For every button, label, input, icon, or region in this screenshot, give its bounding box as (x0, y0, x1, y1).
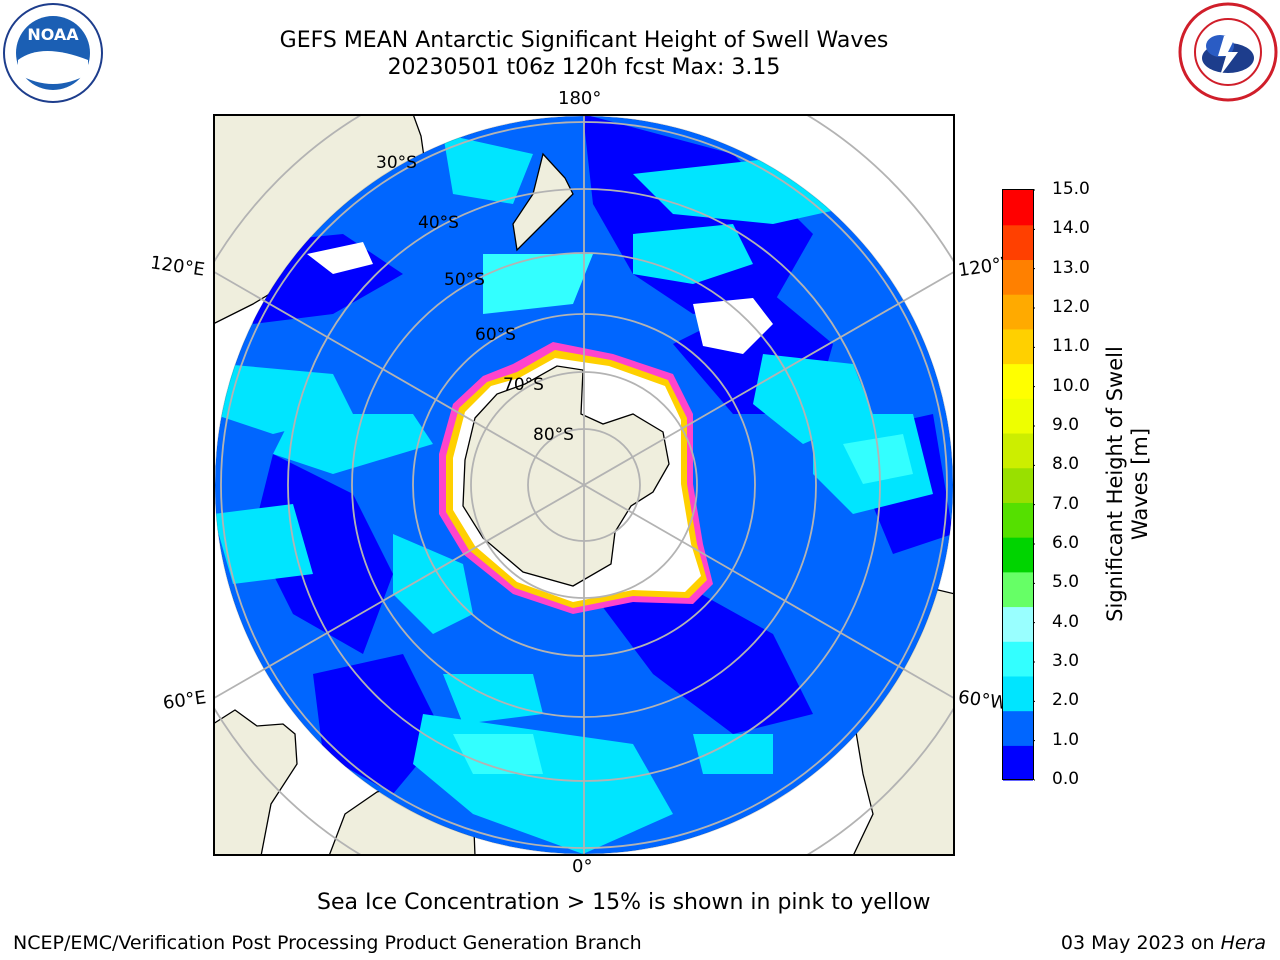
noaa-logo-icon: NOAA (3, 3, 103, 103)
colorbar-band (1003, 224, 1033, 261)
colorbar-band (1003, 571, 1033, 608)
colorbar-band (1003, 606, 1033, 642)
lat-label-30s: 30°S (376, 153, 417, 173)
cb-tick: 0.0 (1052, 769, 1080, 789)
colorbar-label: Significant Height of Swell Waves [m] (1103, 346, 1152, 622)
colorbar-band (1003, 259, 1033, 295)
lat-label-80s: 80°S (533, 425, 574, 445)
colorbar-band (1003, 363, 1033, 399)
cb-tick: 4.0 (1052, 611, 1080, 632)
colorbar-ticks: 15.0 14.0 13.0 12.0 11.0 10.0 9.0 8.0 7.… (1036, 180, 1106, 790)
cb-tick: 12.0 (1052, 297, 1090, 317)
graticule (214, 115, 954, 855)
colorbar-band (1003, 675, 1033, 712)
colorbar-band (1003, 745, 1033, 781)
cb-tick: 6.0 (1052, 533, 1080, 553)
cb-tick: 9.0 (1052, 415, 1080, 435)
lon-label-60e: 60°E (161, 687, 208, 714)
colorbar-band (1003, 398, 1033, 434)
cb-tick: 8.0 (1052, 454, 1080, 475)
footer-right: 03 May 2023 on Hera (1061, 932, 1266, 954)
cb-tick: 14.0 (1052, 218, 1090, 239)
cb-tick: 3.0 (1052, 651, 1080, 671)
sea-ice-note: Sea Ice Concentration > 15% is shown in … (317, 890, 931, 915)
cb-tick: 7.0 (1052, 493, 1080, 514)
lat-label-60s: 60°S (475, 325, 516, 345)
lat-label-70s: 70°S (503, 375, 544, 395)
colorbar-band (1003, 467, 1033, 503)
footer-host: Hera (1220, 932, 1266, 954)
nws-logo-icon (1178, 2, 1278, 102)
colorbar-band (1003, 328, 1033, 365)
colorbar-band (1003, 641, 1033, 677)
cb-tick: 13.0 (1052, 257, 1090, 278)
lon-label-0: 0° (572, 856, 593, 877)
cb-tick: 11.0 (1052, 336, 1090, 357)
colorbar (1002, 189, 1035, 781)
colorbar-band (1003, 710, 1033, 746)
map-panel (213, 114, 955, 856)
colorbar-band (1003, 432, 1033, 469)
cb-tick: 1.0 (1052, 729, 1080, 750)
colorbar-tick-labels (1040, 182, 1100, 792)
cb-tick: 15.0 (1052, 179, 1090, 199)
footer-left: NCEP/EMC/Verification Post Processing Pr… (13, 932, 642, 954)
colorbar-band (1003, 502, 1033, 538)
map-subtitle: 20230501 t06z 120h fcst Max: 3.15 (387, 55, 781, 80)
lat-label-40s: 40°S (418, 213, 459, 233)
map-title: GEFS MEAN Antarctic Significant Height o… (279, 28, 889, 53)
lat-label-50s: 50°S (444, 270, 485, 290)
footer-date: 03 May 2023 on (1060, 932, 1221, 954)
colorbar-band (1003, 190, 1033, 226)
map-frame (213, 114, 955, 856)
cb-tick: 10.0 (1052, 375, 1090, 396)
noaa-logo-text: NOAA (27, 25, 79, 44)
lon-label-120e: 120°E (148, 252, 206, 281)
lon-label-180: 180° (558, 88, 602, 109)
cb-tick: 2.0 (1052, 690, 1080, 711)
cb-tick: 5.0 (1052, 572, 1080, 593)
colorbar-band (1003, 537, 1033, 573)
colorbar-band (1003, 294, 1033, 330)
